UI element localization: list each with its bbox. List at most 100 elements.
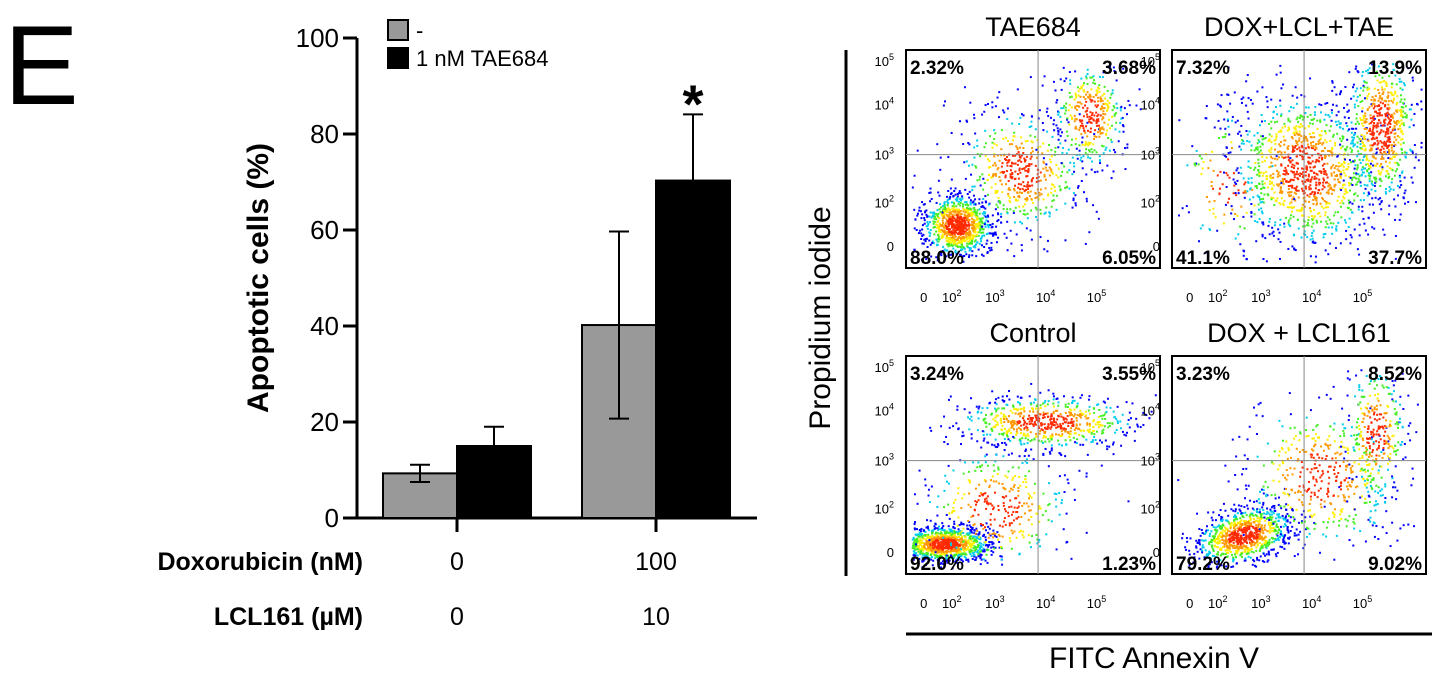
event-dot bbox=[1025, 199, 1028, 202]
event-dot bbox=[936, 143, 939, 146]
event-dot bbox=[1233, 184, 1236, 187]
event-dot bbox=[1112, 170, 1115, 173]
event-dot bbox=[979, 224, 982, 227]
event-dot bbox=[1364, 155, 1367, 158]
event-dot bbox=[1115, 112, 1118, 115]
event-dot bbox=[1002, 433, 1005, 436]
event-dot bbox=[961, 230, 964, 233]
event-dot bbox=[923, 545, 926, 548]
event-dot bbox=[960, 249, 962, 252]
event-dot bbox=[981, 217, 984, 220]
legend: - 1 nM TAE684 bbox=[387, 18, 548, 71]
event-dot bbox=[1266, 106, 1269, 109]
event-dot bbox=[955, 205, 958, 208]
event-dot bbox=[1031, 141, 1034, 144]
event-dot bbox=[952, 549, 955, 552]
event-dot bbox=[1350, 151, 1353, 154]
event-dot bbox=[1030, 422, 1033, 425]
event-dot bbox=[1028, 195, 1031, 198]
event-dot bbox=[1020, 424, 1023, 427]
event-dot bbox=[1077, 185, 1080, 188]
event-dot bbox=[1038, 191, 1041, 194]
event-dot bbox=[1297, 121, 1300, 124]
event-dot bbox=[1047, 114, 1050, 117]
event-dot bbox=[996, 154, 999, 157]
event-dot bbox=[1388, 140, 1391, 143]
event-dot bbox=[1357, 177, 1360, 180]
event-dot bbox=[939, 532, 942, 535]
event-dot bbox=[1393, 112, 1396, 115]
event-dot bbox=[1262, 186, 1265, 189]
event-dot bbox=[1350, 127, 1353, 130]
event-dot bbox=[1207, 167, 1210, 170]
event-dot bbox=[1356, 145, 1359, 148]
event-dot bbox=[1296, 116, 1299, 119]
event-dot bbox=[930, 216, 933, 219]
event-dot bbox=[1035, 419, 1038, 422]
event-dot bbox=[1076, 108, 1079, 111]
event-dot bbox=[1073, 170, 1076, 173]
event-dot bbox=[1078, 87, 1081, 90]
event-dot bbox=[1364, 81, 1367, 84]
event-dot bbox=[987, 232, 990, 235]
event-dot bbox=[952, 536, 955, 539]
event-dot bbox=[1084, 110, 1087, 113]
x-decade-exponent: 3 bbox=[1000, 288, 1005, 298]
event-dot bbox=[1244, 181, 1247, 184]
event-dot bbox=[961, 539, 964, 542]
event-dot bbox=[1277, 173, 1280, 176]
event-dot bbox=[1090, 100, 1093, 103]
event-dot bbox=[962, 207, 965, 210]
event-dot bbox=[1046, 428, 1049, 431]
event-dot bbox=[968, 196, 971, 199]
event-dot bbox=[1309, 77, 1312, 80]
event-dot bbox=[964, 216, 967, 219]
event-dot bbox=[1224, 127, 1227, 130]
event-dot bbox=[1108, 149, 1111, 152]
event-dot bbox=[1299, 126, 1302, 129]
event-dot bbox=[1310, 146, 1313, 149]
event-dot bbox=[1279, 187, 1282, 190]
event-dot bbox=[1367, 217, 1370, 220]
event-dot bbox=[1059, 423, 1062, 426]
event-dot bbox=[1289, 120, 1292, 123]
event-dot bbox=[1378, 108, 1381, 111]
event-dot bbox=[958, 223, 961, 226]
event-dot bbox=[1382, 91, 1385, 94]
event-dot bbox=[980, 549, 983, 552]
event-dot bbox=[1339, 187, 1342, 190]
event-dot bbox=[955, 224, 958, 227]
event-dot bbox=[1355, 127, 1358, 130]
event-dot bbox=[1106, 448, 1109, 451]
event-dot bbox=[947, 525, 950, 528]
event-dot bbox=[1372, 136, 1375, 139]
event-dot bbox=[940, 228, 943, 231]
event-dot bbox=[1000, 212, 1003, 215]
event-dot bbox=[1324, 249, 1327, 252]
event-dot bbox=[942, 236, 945, 239]
event-dot bbox=[1029, 134, 1032, 137]
event-dot bbox=[962, 544, 965, 547]
event-dot bbox=[1300, 135, 1303, 138]
event-dot bbox=[939, 168, 942, 171]
event-dot bbox=[1279, 140, 1282, 143]
event-dot bbox=[1368, 87, 1371, 90]
event-dot bbox=[935, 223, 938, 226]
event-dot bbox=[1104, 148, 1107, 151]
event-dot bbox=[1372, 118, 1375, 121]
event-dot bbox=[1029, 157, 1032, 160]
event-dot bbox=[979, 553, 982, 556]
event-dot bbox=[977, 234, 980, 237]
event-dot bbox=[1291, 137, 1294, 140]
event-dot bbox=[1280, 164, 1283, 167]
event-dot bbox=[997, 213, 1000, 216]
event-dot bbox=[947, 238, 950, 241]
event-dot bbox=[1381, 92, 1384, 95]
event-dot bbox=[1001, 407, 1004, 410]
event-dot bbox=[1398, 218, 1401, 221]
event-dot bbox=[1272, 176, 1275, 179]
event-dot bbox=[1333, 86, 1336, 89]
event-dot bbox=[1373, 137, 1376, 140]
event-dot bbox=[1070, 418, 1073, 421]
event-dot bbox=[1293, 247, 1296, 250]
